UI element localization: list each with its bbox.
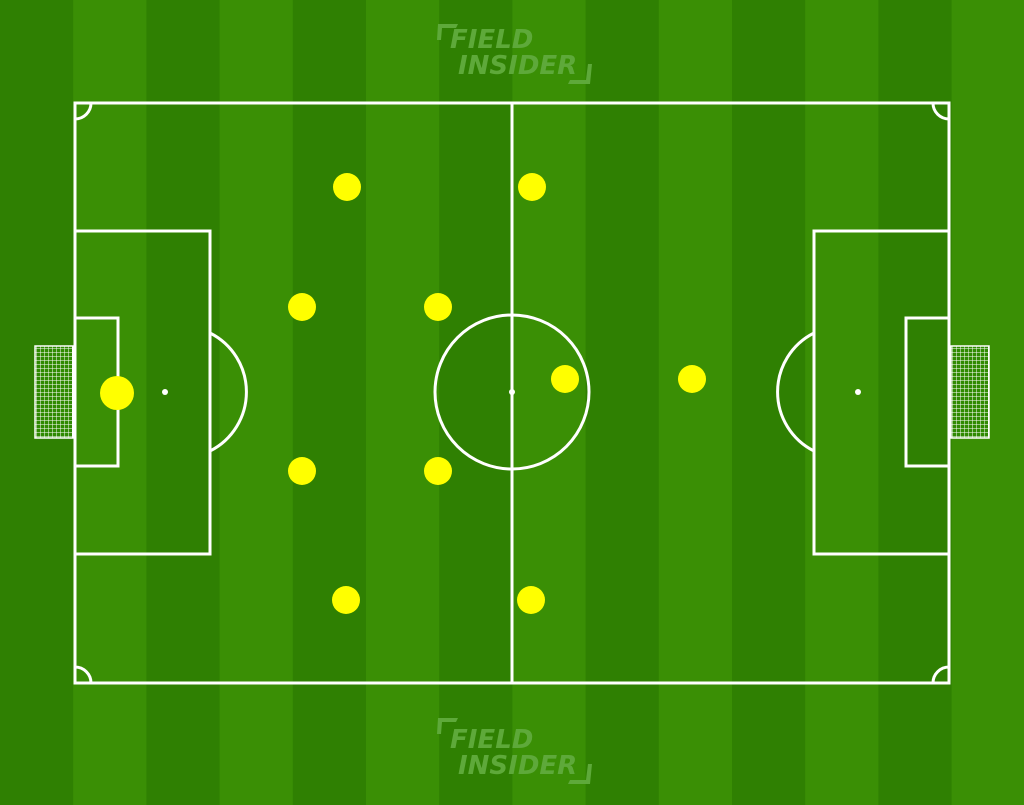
logo-bracket-icon [437,718,458,734]
player-marker-defender [288,457,316,485]
player-marker-forward [678,365,706,393]
grass-stripe [292,0,367,805]
centre-circle [433,313,591,471]
logo-line2: INSIDER [458,751,577,781]
grass-stripe [658,0,733,805]
player-marker-goalkeeper [100,376,134,410]
right-penalty-arc [776,331,815,453]
player-marker-defender [288,293,316,321]
corner-arc-bottom-right [931,665,950,684]
grass-stripe [512,0,587,805]
logo-bracket-icon [437,24,458,40]
field-insider-logo-top: FIELD INSIDER [437,24,592,84]
left-goal-net [34,345,74,439]
logo-line2: INSIDER [458,51,577,81]
grass-stripe [219,0,294,805]
logo-bracket-icon [568,64,592,84]
field-insider-logo-bottom: FIELD INSIDER [437,718,592,784]
player-marker-forward [551,365,579,393]
corner-arc-top-left [74,102,93,121]
logo-line1: FIELD [450,725,533,755]
players-layer [100,173,706,614]
logo-line1: FIELD [450,25,533,55]
left-penalty-spot [162,389,168,395]
grass-stripe [585,0,660,805]
player-marker-midfielder [424,457,452,485]
corner-arc-top-right [931,102,950,121]
corner-arc-bottom-left [74,665,93,684]
player-marker-midfielder [517,586,545,614]
right-goal-area [904,316,951,468]
grass-stripe [146,0,221,805]
left-penalty-arc [209,331,248,453]
logo-bracket-icon [568,764,592,784]
centre-spot [509,389,515,395]
player-marker-midfielder [518,173,546,201]
right-goal-net [950,345,990,439]
player-marker-midfielder [424,293,452,321]
grass-stripe [366,0,440,805]
right-penalty-spot [855,389,861,395]
grass-stripe [439,0,513,805]
player-marker-defender [332,586,360,614]
grass-stripe [732,0,806,805]
player-marker-defender [333,173,361,201]
grass-stripe [805,0,879,805]
pitch-spots [162,389,861,395]
